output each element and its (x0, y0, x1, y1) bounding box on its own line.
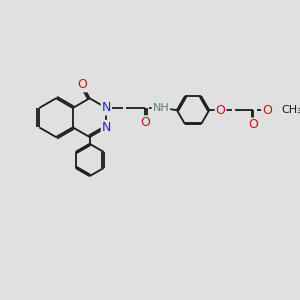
Text: NH: NH (153, 103, 169, 113)
Text: O: O (140, 116, 150, 129)
Text: O: O (262, 103, 272, 117)
Text: N: N (102, 121, 111, 134)
Text: CH₃: CH₃ (282, 105, 300, 115)
Text: N: N (102, 101, 111, 115)
Text: O: O (216, 103, 226, 117)
Text: O: O (248, 118, 258, 131)
Text: O: O (77, 78, 87, 91)
